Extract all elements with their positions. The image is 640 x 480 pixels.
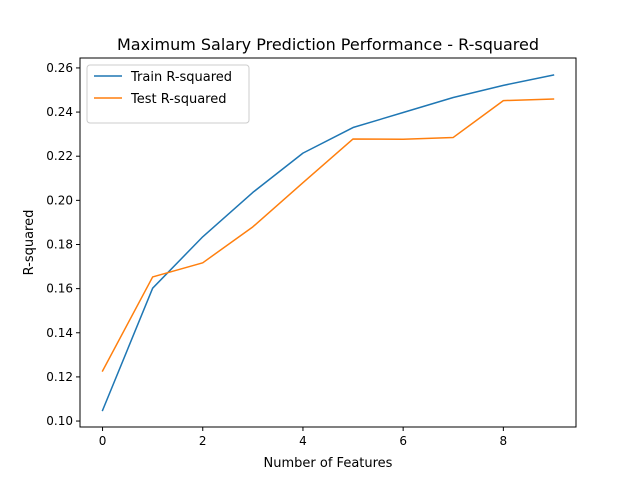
y-tick-label: 0.20 <box>46 193 73 207</box>
series-0 <box>101 74 555 412</box>
legend: Train R-squared Test R-squared <box>86 64 250 124</box>
y-tick-label: 0.26 <box>46 61 73 75</box>
series-line-1 <box>101 98 555 372</box>
y-tick-label: 0.16 <box>46 282 73 296</box>
x-tick-label: 0 <box>99 434 107 448</box>
series-line-0 <box>101 74 555 412</box>
y-tick-label: 0.10 <box>46 414 73 428</box>
y-axis: 0.10 0.12 0.14 0.16 0.18 0.20 0.22 0.24 0.26 <box>46 61 80 428</box>
y-tick-label: 0.14 <box>46 326 73 340</box>
y-tick-label: 0.22 <box>46 149 73 163</box>
x-tick-label: 8 <box>500 434 508 448</box>
y-axis-label: R-squared <box>22 210 37 276</box>
legend-box <box>86 64 250 124</box>
chart-title: Maximum Salary Prediction Performance - … <box>117 35 539 54</box>
y-tick-label: 0.12 <box>46 370 73 384</box>
x-tick-label: 4 <box>299 434 307 448</box>
legend-item-label: Test R-squared <box>130 92 226 107</box>
plot-frame <box>79 57 577 428</box>
x-tick-label: 6 <box>399 434 407 448</box>
y-tick-label: 0.18 <box>46 237 73 251</box>
series-1 <box>101 98 555 372</box>
x-axis: 0 2 4 6 8 <box>99 427 507 448</box>
x-tick-label: 2 <box>199 434 207 448</box>
x-axis-label: Number of Features <box>264 456 393 471</box>
y-tick-label: 0.24 <box>46 105 73 119</box>
legend-item-label: Train R-squared <box>130 70 232 85</box>
